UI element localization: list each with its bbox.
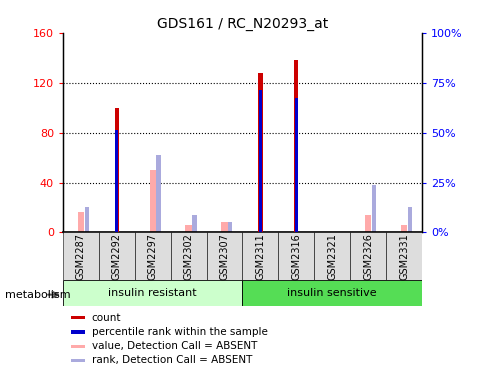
FancyBboxPatch shape — [385, 232, 421, 280]
Text: GSM2302: GSM2302 — [183, 233, 193, 280]
Bar — [71, 330, 85, 333]
FancyBboxPatch shape — [206, 232, 242, 280]
Text: count: count — [91, 313, 121, 323]
Bar — [294, 60, 298, 232]
Bar — [156, 155, 160, 232]
Bar — [115, 108, 119, 232]
Text: percentile rank within the sample: percentile rank within the sample — [91, 327, 267, 337]
Text: value, Detection Call = ABSENT: value, Detection Call = ABSENT — [91, 341, 257, 351]
Text: metabolism: metabolism — [5, 290, 70, 300]
Bar — [71, 344, 85, 348]
Text: GSM2287: GSM2287 — [76, 233, 86, 280]
FancyBboxPatch shape — [170, 232, 206, 280]
FancyBboxPatch shape — [314, 232, 349, 280]
Text: GSM2331: GSM2331 — [398, 233, 408, 280]
FancyBboxPatch shape — [349, 232, 385, 280]
Text: GSM2311: GSM2311 — [255, 233, 265, 280]
Bar — [258, 90, 261, 232]
Bar — [258, 73, 262, 232]
Text: insulin sensitive: insulin sensitive — [287, 288, 376, 298]
Text: GSM2297: GSM2297 — [148, 233, 157, 280]
Text: GSM2307: GSM2307 — [219, 233, 229, 280]
Text: GSM2316: GSM2316 — [291, 233, 301, 280]
FancyBboxPatch shape — [63, 232, 99, 280]
Bar — [192, 215, 196, 232]
FancyBboxPatch shape — [135, 232, 170, 280]
Title: GDS161 / RC_N20293_at: GDS161 / RC_N20293_at — [156, 16, 328, 30]
Bar — [84, 208, 89, 232]
Text: insulin resistant: insulin resistant — [108, 288, 197, 298]
FancyBboxPatch shape — [242, 232, 278, 280]
FancyBboxPatch shape — [278, 232, 314, 280]
Bar — [115, 130, 118, 232]
Text: rank, Detection Call = ABSENT: rank, Detection Call = ABSENT — [91, 355, 252, 365]
Bar — [71, 359, 85, 362]
Bar — [221, 223, 227, 232]
FancyBboxPatch shape — [242, 280, 421, 306]
Bar — [149, 170, 156, 232]
Bar — [371, 185, 375, 232]
Text: GSM2321: GSM2321 — [327, 233, 336, 280]
Bar — [364, 215, 371, 232]
Text: GSM2292: GSM2292 — [112, 233, 121, 280]
Bar — [71, 316, 85, 320]
Bar — [227, 223, 232, 232]
FancyBboxPatch shape — [63, 280, 242, 306]
Bar — [77, 212, 84, 232]
Text: GSM2326: GSM2326 — [363, 233, 372, 280]
Bar — [400, 225, 407, 232]
Bar — [294, 98, 297, 232]
FancyBboxPatch shape — [99, 232, 135, 280]
Bar — [185, 225, 192, 232]
Bar — [407, 208, 411, 232]
